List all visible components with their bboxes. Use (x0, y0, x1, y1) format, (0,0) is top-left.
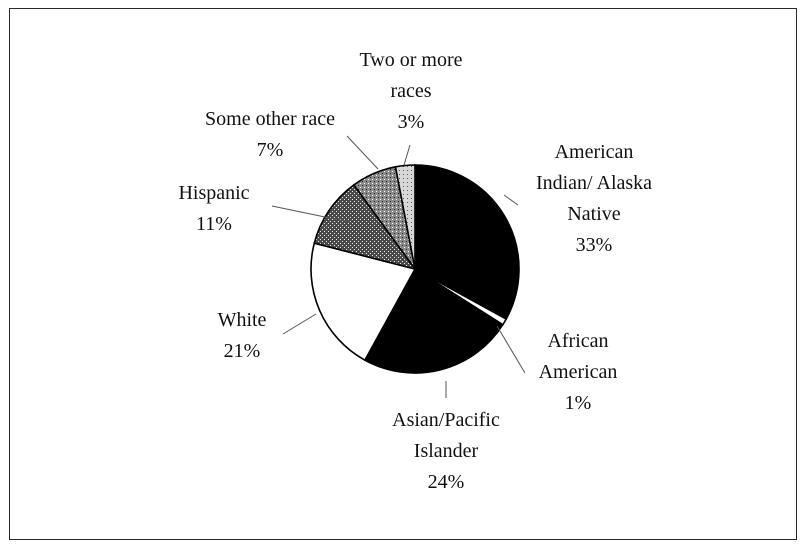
slice-name-line: Asian/Pacific (392, 409, 500, 431)
slice-percent: 33% (576, 234, 613, 256)
slice-name-line: American (555, 141, 634, 163)
slice-label: Two or more races 3% (359, 49, 462, 133)
pie-slice-white (310, 242, 417, 362)
slice-name-line: Indian/ Alaska (536, 172, 652, 194)
pie-slice-asian-pacific-islander (363, 267, 504, 374)
pie-slice-hispanic (313, 183, 417, 271)
slice-percent: 11% (196, 213, 232, 235)
leader-line (282, 313, 317, 335)
slice-percent: 24% (428, 471, 465, 493)
slice-name-line: Two or more (359, 49, 462, 71)
slice-label: Asian/Pacific Islander 24% (392, 409, 500, 493)
pie-chart: American Indian/ Alaska Native 33% African Am… (178, 49, 652, 493)
slice-percent: 1% (565, 392, 592, 414)
slice-percent: 3% (398, 111, 425, 133)
leader-line (271, 205, 350, 223)
slice-label: White 21% (218, 309, 267, 362)
leader-line (496, 325, 526, 374)
slice-name-line: Hispanic (178, 182, 249, 204)
leader-line (346, 135, 379, 170)
slice-name-line: races (390, 80, 431, 102)
leader-line (503, 194, 519, 206)
slice-name-line: Native (567, 203, 620, 225)
slice-label: African American 1% (539, 330, 618, 414)
slice-label: American Indian/ Alaska Native 33% (536, 141, 652, 256)
slice-name-line: American (539, 361, 618, 383)
pie-slice-american-indian-alaska-native (414, 164, 520, 321)
leader-line (403, 144, 411, 166)
slice-name-line: White (218, 309, 267, 331)
slice-label: Hispanic 11% (178, 182, 249, 235)
chart-area: American Indian/ Alaska Native 33% African Am… (9, 8, 797, 540)
slice-name-line: Islander (414, 440, 479, 462)
slice-percent: 21% (224, 340, 261, 362)
pie-slice-two-or-more-races (394, 164, 416, 270)
slice-percent: 7% (257, 139, 284, 161)
slice-name-line: African (547, 330, 608, 352)
slice-label: Some other race 7% (205, 108, 335, 161)
slice-name-line: Some other race (205, 108, 335, 130)
